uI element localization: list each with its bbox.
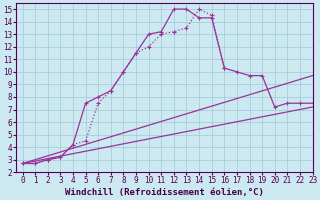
- X-axis label: Windchill (Refroidissement éolien,°C): Windchill (Refroidissement éolien,°C): [65, 188, 264, 197]
